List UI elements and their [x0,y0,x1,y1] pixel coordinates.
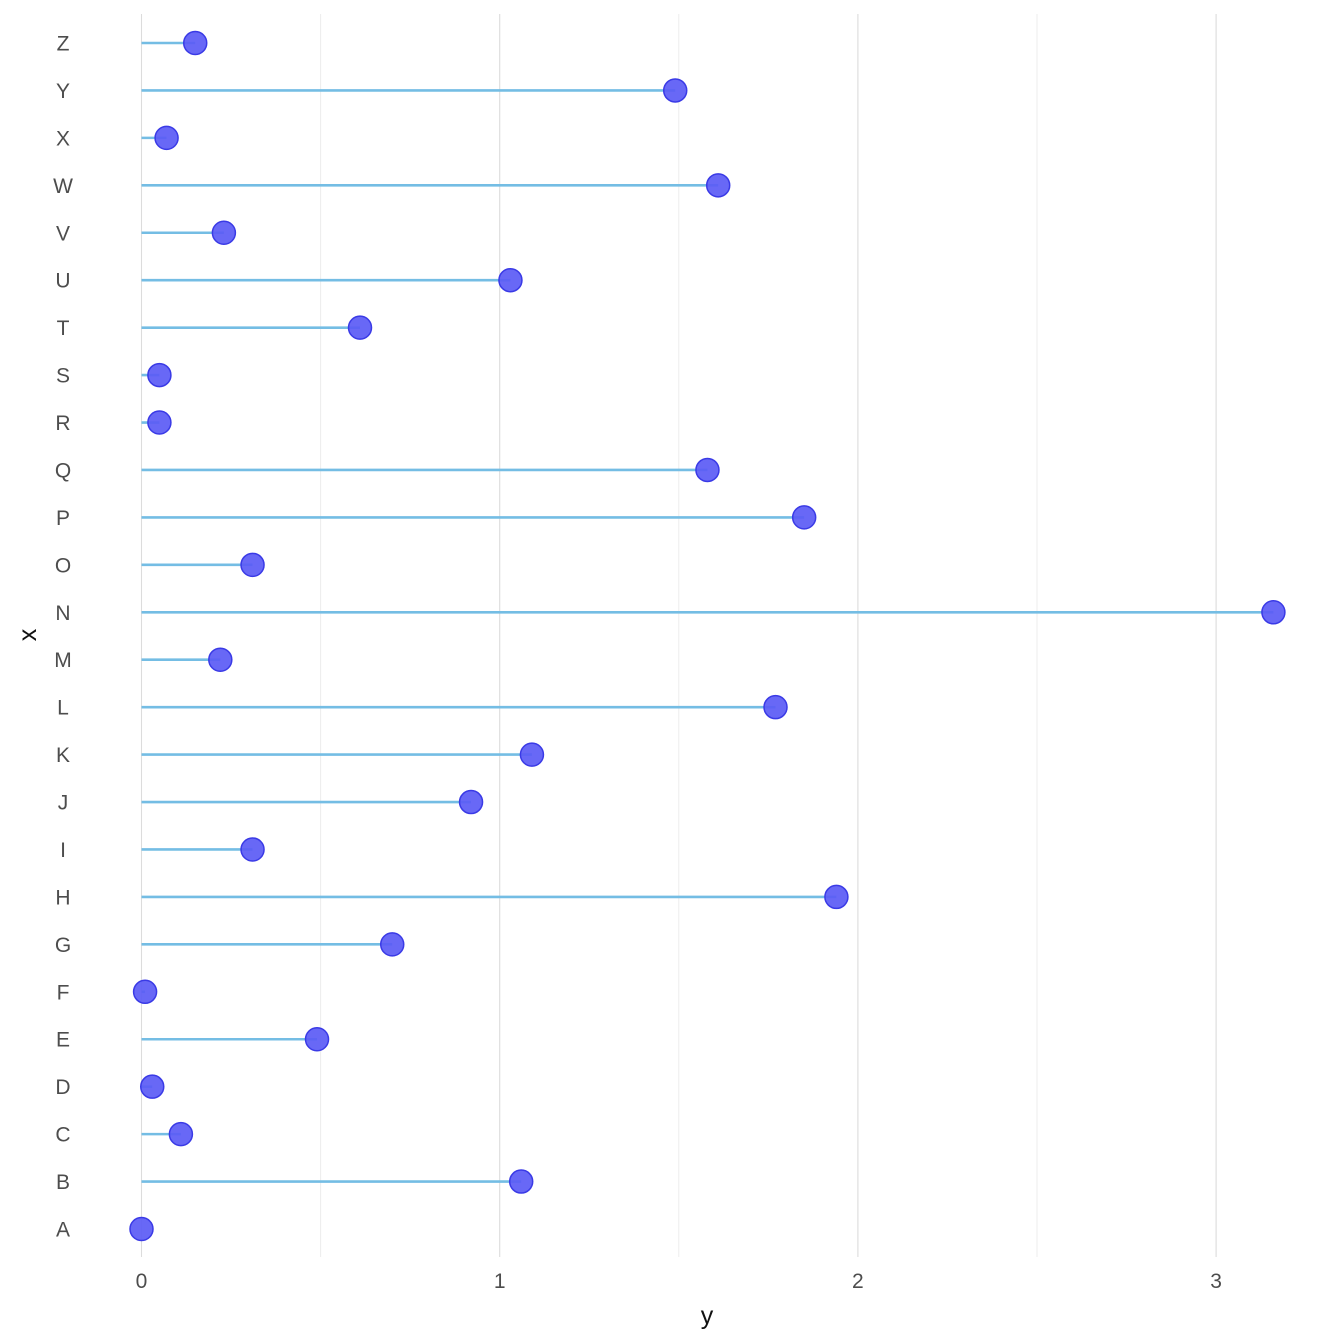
y-tick-label: Q [55,459,71,482]
lollipop-dot-M [208,647,233,672]
y-tick-label: E [56,1029,70,1052]
lollipop-dot-U [498,267,523,293]
y-tick-label: N [55,602,70,625]
lollipop-dot-T [347,315,373,340]
lollipop-dot-L [763,694,788,720]
lollipop-dot-F [132,979,158,1005]
y-tick-label: M [54,649,72,672]
y-tick-label: L [57,697,69,720]
x-tick-label: 3 [1210,1270,1222,1293]
lollipop-dot-C [168,1121,194,1147]
y-tick-label: V [56,222,70,245]
lollipop-dot-I [240,837,265,862]
lollipop-dot-E [304,1026,330,1052]
x-tick-label: 2 [852,1270,864,1293]
y-tick-label: A [56,1219,70,1242]
dot-layer [129,30,1286,1242]
lollipop-dot-X [154,125,179,151]
y-tick-label: W [53,175,73,198]
lollipop-dot-Y [662,78,688,103]
y-tick-labels: A B C D E F G H I J K L M N O P Q R S T U V W X Y Z [53,33,73,1242]
y-tick-label: F [57,981,70,1004]
lollipop-dot-P [791,505,817,530]
y-axis-title: x [14,628,42,641]
stem-layer [141,41,1274,1183]
lollipop-dot-N [1261,600,1286,625]
grid-layer [140,14,1217,1257]
lollipop-dot-S [147,362,172,388]
lollipop-dot-B [508,1169,534,1194]
lollipop-dot-K [519,742,545,767]
lollipop-dot-Q [695,457,720,483]
y-tick-label: R [55,412,70,435]
y-tick-label: X [56,127,70,150]
lollipop-dot-A [129,1216,154,1242]
x-tick-label: 1 [494,1270,506,1293]
y-tick-label: Y [56,80,70,103]
y-tick-label: U [55,270,70,293]
y-tick-label: B [56,1171,70,1194]
lollipop-dot-O [240,552,265,578]
lollipop-dot-J [458,789,484,815]
lollipop-dot-W [705,173,731,198]
y-tick-label: I [60,839,66,862]
y-tick-label: D [55,1076,70,1099]
x-tick-label: 0 [136,1270,148,1293]
x-tick-labels: 0 1 2 3 [136,1270,1222,1293]
y-tick-label: K [56,744,70,767]
y-tick-label: Z [57,33,70,56]
y-tick-label: T [57,317,70,340]
lollipop-dot-R [147,410,172,435]
lollipop-dot-Z [182,30,208,56]
x-axis-title: y [701,1302,714,1330]
lollipop-dot-D [139,1074,165,1099]
y-tick-label: O [55,554,71,577]
lollipop-dot-H [824,884,849,910]
y-tick-label: H [55,886,70,909]
y-tick-label: G [55,934,71,957]
y-tick-label: S [56,365,70,388]
y-tick-label: P [56,507,70,530]
lollipop-dot-V [211,220,237,246]
lollipop-dot-G [379,932,405,957]
y-tick-label: J [58,792,69,815]
y-tick-label: C [55,1124,70,1147]
